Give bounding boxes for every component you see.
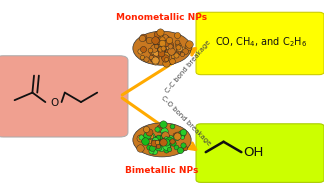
Text: O: O xyxy=(50,98,58,108)
Text: C-O bond breakage: C-O bond breakage xyxy=(160,95,212,147)
Circle shape xyxy=(133,123,191,157)
Text: Monometallic NPs: Monometallic NPs xyxy=(116,12,208,22)
FancyBboxPatch shape xyxy=(196,124,324,182)
Text: Bimetallic NPs: Bimetallic NPs xyxy=(125,166,199,175)
Text: CO, CH$_4$, and C$_2$H$_6$: CO, CH$_4$, and C$_2$H$_6$ xyxy=(215,36,307,50)
FancyBboxPatch shape xyxy=(0,56,128,137)
Text: OH: OH xyxy=(243,146,263,159)
Circle shape xyxy=(133,31,191,65)
Text: C-C bond breakage: C-C bond breakage xyxy=(164,39,212,94)
FancyBboxPatch shape xyxy=(196,12,324,75)
